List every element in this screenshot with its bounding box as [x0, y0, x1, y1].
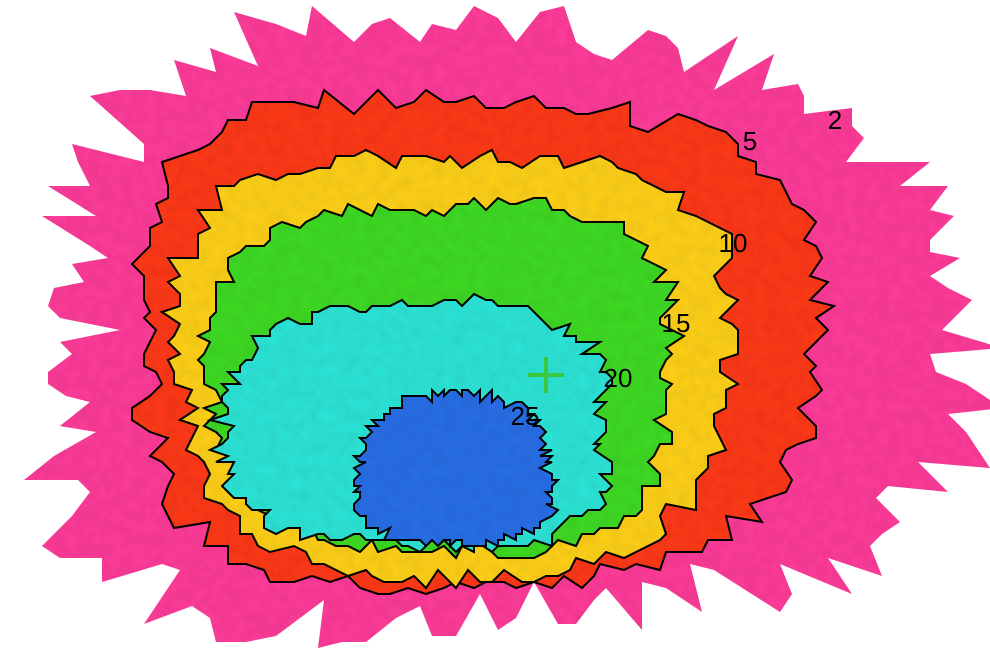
contour-label: 25 [511, 401, 540, 431]
contour-region [351, 387, 561, 549]
center-cross [528, 357, 564, 393]
contour-label: 15 [662, 308, 691, 338]
contour-bands [24, 6, 990, 648]
contour-label: 5 [743, 126, 757, 156]
contour-label: 10 [719, 228, 748, 258]
contour-label: 2 [828, 105, 842, 135]
contour-label: 20 [604, 363, 633, 393]
